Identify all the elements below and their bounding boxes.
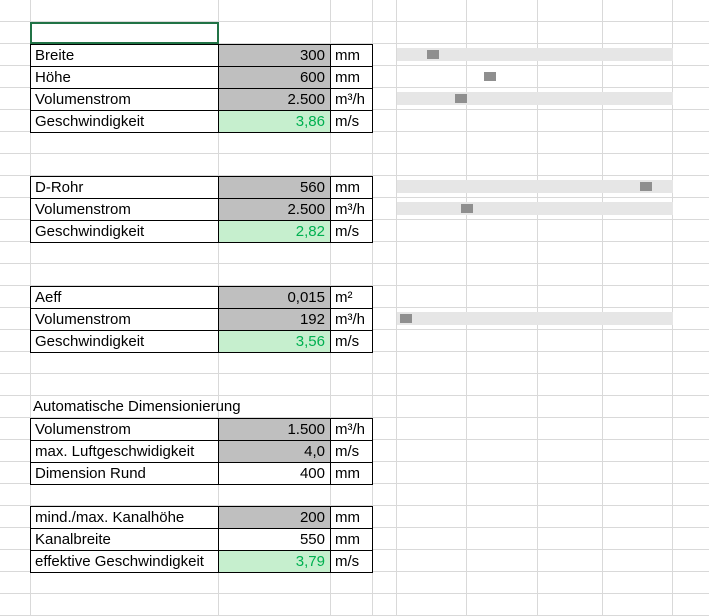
scrollbar-breite[interactable] xyxy=(397,48,673,61)
table-row: Volumenstrom 2.500 m³/h xyxy=(31,89,373,111)
cell-unit[interactable]: mm xyxy=(331,67,373,89)
table-row: effektive Geschwindigkeit 3,79 m/s xyxy=(31,551,373,573)
cell-unit[interactable]: m² xyxy=(331,287,373,309)
table-row: Volumenstrom 2.500 m³/h xyxy=(31,199,373,221)
cell-label[interactable]: Kanalbreite xyxy=(31,529,219,551)
scrollbar-thumb[interactable] xyxy=(640,182,652,191)
cell-label[interactable]: max. Luftgeschwidigkeit xyxy=(31,441,219,463)
cell-unit[interactable]: m³/h xyxy=(331,309,373,331)
scrollbar-volumenstrom-2[interactable] xyxy=(397,202,673,215)
cell-unit[interactable]: m/s xyxy=(331,551,373,573)
block-duct-sizing: mind./max. Kanalhöhe 200 mm Kanalbreite … xyxy=(30,506,373,573)
scrollbar-thumb[interactable] xyxy=(455,94,467,103)
gridline-vertical xyxy=(672,0,673,616)
scrollbar-volumenstrom-3[interactable] xyxy=(397,312,673,325)
cell-value[interactable]: 560 xyxy=(219,177,331,199)
table-row: Aeff 0,015 m² xyxy=(31,287,373,309)
cell-value[interactable]: 3,79 xyxy=(219,551,331,573)
block-rect-duct: Breite 300 mm Höhe 600 mm Volumenstrom 2… xyxy=(30,44,373,133)
cell-value[interactable]: 300 xyxy=(219,45,331,67)
cell-unit[interactable]: mm xyxy=(331,463,373,485)
table-row: Dimension Rund 400 mm xyxy=(31,463,373,485)
table-row: Geschwindigkeit 3,56 m/s xyxy=(31,331,373,353)
gridline-vertical xyxy=(537,0,538,616)
cell-label[interactable]: Aeff xyxy=(31,287,219,309)
table-row: D-Rohr 560 mm xyxy=(31,177,373,199)
cell-label[interactable]: Geschwindigkeit xyxy=(31,221,219,243)
cell-value[interactable]: 2,82 xyxy=(219,221,331,243)
table-row: Geschwindigkeit 3,86 m/s xyxy=(31,111,373,133)
gridline-vertical xyxy=(466,0,467,616)
cell-label[interactable]: Volumenstrom xyxy=(31,89,219,111)
table-row: Volumenstrom 1.500 m³/h xyxy=(31,419,373,441)
cell-value[interactable]: 550 xyxy=(219,529,331,551)
gridline-vertical xyxy=(396,0,397,616)
scrollbar-hoehe[interactable] xyxy=(397,70,673,83)
table-row: Kanalbreite 550 mm xyxy=(31,529,373,551)
cell-value[interactable]: 2.500 xyxy=(219,89,331,111)
cell-unit[interactable]: mm xyxy=(331,45,373,67)
cell-unit[interactable]: m/s xyxy=(331,221,373,243)
cell-unit[interactable]: m/s xyxy=(331,441,373,463)
table-row: Höhe 600 mm xyxy=(31,67,373,89)
table-row: Geschwindigkeit 2,82 m/s xyxy=(31,221,373,243)
cell-value[interactable]: 4,0 xyxy=(219,441,331,463)
cell-value[interactable]: 1.500 xyxy=(219,419,331,441)
cell-unit[interactable]: m/s xyxy=(331,111,373,133)
cell-label[interactable]: D-Rohr xyxy=(31,177,219,199)
cell-value[interactable]: 3,86 xyxy=(219,111,331,133)
gridline-vertical xyxy=(602,0,603,616)
cell-label[interactable]: Dimension Rund xyxy=(31,463,219,485)
section-title[interactable]: Automatische Dimensionierung xyxy=(33,398,241,415)
block-round-duct: D-Rohr 560 mm Volumenstrom 2.500 m³/h Ge… xyxy=(30,176,373,243)
cell-label[interactable]: Höhe xyxy=(31,67,219,89)
cell-label[interactable]: Volumenstrom xyxy=(31,199,219,221)
cell-value[interactable]: 400 xyxy=(219,463,331,485)
cell-value[interactable]: 0,015 xyxy=(219,287,331,309)
cell-value[interactable]: 192 xyxy=(219,309,331,331)
scrollbar-volumenstrom-1[interactable] xyxy=(397,92,673,105)
cell-unit[interactable]: m³/h xyxy=(331,199,373,221)
cell-unit[interactable]: mm xyxy=(331,177,373,199)
cell-label[interactable]: Volumenstrom xyxy=(31,419,219,441)
cell-unit[interactable]: mm xyxy=(331,507,373,529)
cell-value[interactable]: 600 xyxy=(219,67,331,89)
scrollbar-thumb[interactable] xyxy=(461,204,473,213)
table-row: max. Luftgeschwidigkeit 4,0 m/s xyxy=(31,441,373,463)
scrollbar-thumb[interactable] xyxy=(427,50,439,59)
cell-value[interactable]: 3,56 xyxy=(219,331,331,353)
cell-label[interactable]: Volumenstrom xyxy=(31,309,219,331)
scrollbar-thumb[interactable] xyxy=(400,314,412,323)
cell-label[interactable]: Geschwindigkeit xyxy=(31,331,219,353)
table-row: Breite 300 mm xyxy=(31,45,373,67)
cell-label[interactable]: effektive Geschwindigkeit xyxy=(31,551,219,573)
selected-cell[interactable] xyxy=(30,22,219,44)
cell-label[interactable]: Breite xyxy=(31,45,219,67)
scrollbar-d-rohr[interactable] xyxy=(397,180,673,193)
cell-value[interactable]: 200 xyxy=(219,507,331,529)
cell-value[interactable]: 2.500 xyxy=(219,199,331,221)
table-row: mind./max. Kanalhöhe 200 mm xyxy=(31,507,373,529)
cell-unit[interactable]: m³/h xyxy=(331,89,373,111)
cell-unit[interactable]: mm xyxy=(331,529,373,551)
scrollbar-thumb[interactable] xyxy=(484,72,496,81)
table-row: Volumenstrom 192 m³/h xyxy=(31,309,373,331)
block-effective-area: Aeff 0,015 m² Volumenstrom 192 m³/h Gesc… xyxy=(30,286,373,353)
cell-unit[interactable]: m/s xyxy=(331,331,373,353)
cell-unit[interactable]: m³/h xyxy=(331,419,373,441)
block-auto-dimensioning: Volumenstrom 1.500 m³/h max. Luftgeschwi… xyxy=(30,418,373,485)
cell-label[interactable]: Geschwindigkeit xyxy=(31,111,219,133)
cell-label[interactable]: mind./max. Kanalhöhe xyxy=(31,507,219,529)
